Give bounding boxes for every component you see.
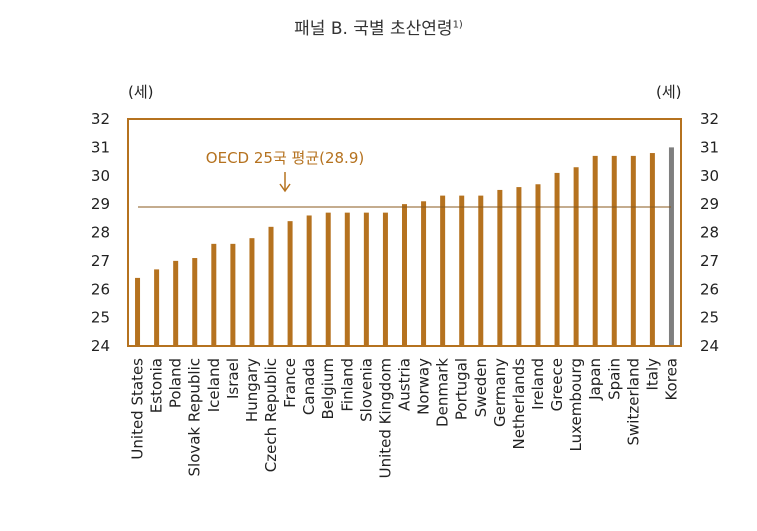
y-tick-label-left: 25: [91, 309, 110, 327]
bar: [440, 195, 446, 346]
x-tick-label: Austria: [396, 358, 414, 411]
x-tick-label: Hungary: [243, 358, 261, 422]
down-arrow-icon: [279, 172, 291, 193]
bar: [630, 155, 636, 346]
bar: [211, 243, 217, 346]
bar: [344, 212, 350, 346]
bar: [306, 215, 312, 346]
y-tick-label-right: 27: [700, 252, 719, 270]
bar: [592, 155, 598, 346]
y-tick-label-left: 29: [91, 195, 110, 213]
bar: [459, 195, 465, 346]
y-axis-right: 24 25 26 27 28 29 30 31 32: [700, 110, 719, 355]
x-tick-label: Iceland: [205, 358, 223, 412]
y-tick-label-right: 31: [700, 138, 719, 156]
x-tick-label: Czech Republic: [262, 358, 280, 472]
bar-highlight: [668, 147, 674, 346]
x-tick-label: Slovenia: [357, 358, 375, 422]
x-tick-label: Canada: [300, 358, 318, 415]
bar: [535, 184, 541, 346]
bar: [402, 204, 407, 346]
y-axis-unit-left: (세): [128, 83, 154, 101]
y-tick-label-right: 30: [700, 167, 719, 185]
chart-title: 패널 B. 국별 초산연령1): [0, 14, 757, 39]
x-tick-label: Estonia: [148, 358, 166, 413]
y-tick-label-right: 28: [700, 224, 719, 242]
bar: [192, 258, 198, 346]
x-tick-label: United States: [129, 358, 147, 460]
bar: [363, 212, 369, 346]
bar: [249, 238, 255, 346]
y-tick-label-left: 28: [91, 224, 110, 242]
y-tick-label-right: 32: [700, 110, 719, 128]
x-tick-label: Denmark: [434, 358, 452, 427]
bar: [287, 221, 293, 346]
x-tick-label: Finland: [338, 358, 356, 412]
chart-title-footnote: 1): [452, 19, 463, 31]
bar: [497, 189, 503, 346]
bar: [516, 187, 522, 346]
x-tick-label: France: [281, 358, 299, 408]
bar: [268, 226, 274, 346]
x-tick-label: Belgium: [319, 358, 337, 420]
bar: [382, 212, 388, 346]
x-tick-label: Germany: [491, 358, 509, 427]
y-tick-label-left: 24: [91, 337, 110, 355]
x-tick-label: Italy: [643, 358, 661, 391]
y-tick-label-right: 26: [700, 280, 719, 298]
y-tick-label-left: 32: [91, 110, 110, 128]
y-tick-label-left: 30: [91, 167, 110, 185]
bar: [554, 172, 560, 346]
x-tick-label: Korea: [662, 358, 680, 401]
x-tick-label: Portugal: [453, 358, 471, 420]
chart-title-text: 패널 B. 국별 초산연령: [294, 19, 453, 39]
plot-frame: [127, 118, 682, 347]
x-axis-labels: United States Estonia Poland Slovak Republi…: [129, 358, 681, 479]
x-tick-label: Poland: [167, 358, 185, 408]
x-tick-label: Netherlands: [510, 358, 528, 450]
x-tick-label: Japan: [586, 358, 604, 401]
x-tick-label: United Kingdom: [376, 358, 394, 478]
y-tick-label-right: 24: [700, 337, 719, 355]
y-tick-label-right: 29: [700, 195, 719, 213]
x-tick-label: Slovak Republic: [186, 358, 204, 477]
bar: [421, 201, 427, 346]
x-tick-label: Spain: [605, 358, 623, 400]
bar: [611, 155, 617, 346]
bar: [649, 153, 655, 346]
bar-series: [135, 147, 674, 346]
x-tick-label: Luxembourg: [567, 358, 585, 452]
y-tick-label-right: 25: [700, 309, 719, 327]
bar: [173, 260, 179, 346]
bar: [154, 269, 160, 346]
x-tick-label: Norway: [415, 358, 433, 415]
y-tick-label-left: 26: [91, 280, 110, 298]
y-tick-label-left: 31: [91, 138, 110, 156]
x-tick-label: Israel: [224, 358, 242, 399]
x-tick-label: Switzerland: [624, 358, 642, 446]
x-tick-label: Ireland: [529, 358, 547, 410]
y-tick-label-left: 27: [91, 252, 110, 270]
y-axis-unit-right: (세): [656, 83, 682, 101]
bar: [478, 195, 484, 346]
bar: [573, 167, 579, 346]
x-tick-label: Sweden: [472, 358, 490, 417]
bar: [325, 212, 331, 346]
y-axis-left: 24 25 26 27 28 29 30 31 32: [91, 110, 110, 355]
x-tick-label: Greece: [548, 358, 566, 411]
bar: [230, 243, 236, 346]
bar: [135, 277, 141, 346]
average-label: OECD 25국 평균(28.9): [206, 149, 364, 167]
